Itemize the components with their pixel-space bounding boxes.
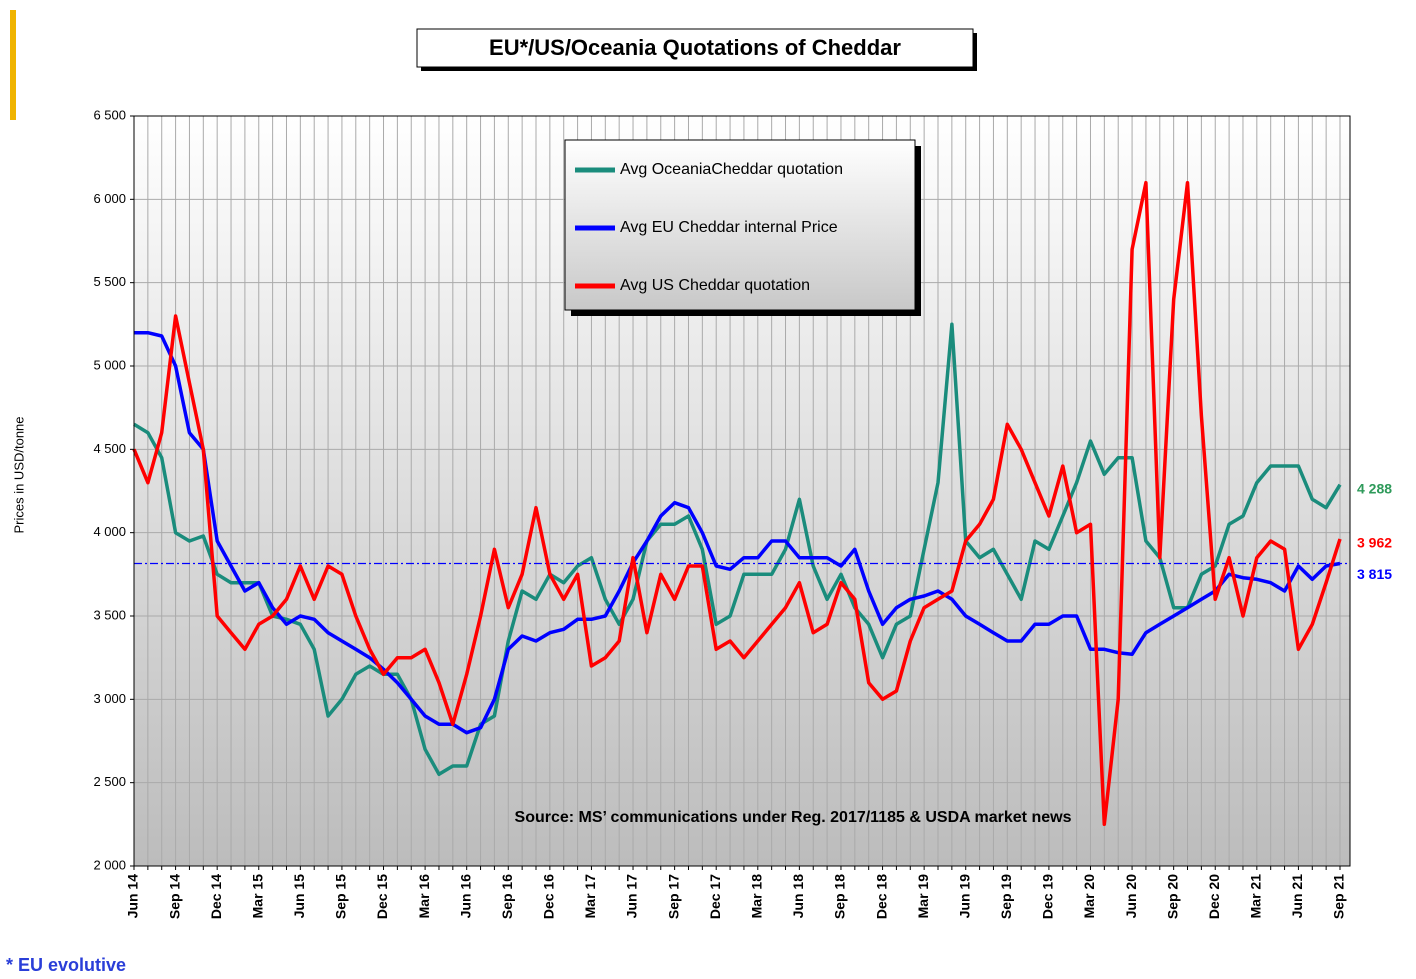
x-tick-label: Dec 18 [873,874,889,919]
y-tick-label: 3 000 [93,691,126,706]
title-box [416,28,974,68]
y-tick-label: 5 000 [93,357,126,372]
x-tick-label: Sep 18 [832,874,848,919]
x-tick-label: Dec 14 [208,874,224,919]
y-tick-label: 5 500 [93,274,126,289]
x-tick-label: Jun 18 [790,874,806,919]
accent-bar [10,10,16,120]
x-tick-label: Mar 21 [1248,874,1264,919]
y-tick-label: 3 500 [93,607,126,622]
x-tick-label: Mar 20 [1081,874,1097,919]
x-tick-label: Jun 17 [624,874,640,919]
series-line [133,322,1342,777]
legend-label: Avg EU Cheddar internal Price [620,219,838,236]
plot-border [133,115,1351,867]
end-label: 3 815 [1357,566,1392,582]
legend [564,139,916,311]
x-tick-label: Mar 16 [416,874,432,919]
legend-label: Avg US Cheddar quotation [620,277,810,294]
y-axis-label: Prices in USD/tonne [11,416,26,533]
x-tick-label: Jun 20 [1123,874,1139,919]
series-line [134,330,1341,735]
x-tick-label: Dec 19 [1040,874,1056,919]
y-tick-label: 4 000 [93,524,126,539]
x-tick-label: Jun 21 [1289,874,1305,919]
x-tick-label: Sep 19 [998,874,1014,919]
x-tick-label: Dec 17 [707,874,723,919]
x-tick-label: Mar 19 [915,874,931,919]
x-tick-label: Mar 18 [748,874,764,919]
legend-label: Avg OceaniaCheddar quotation [620,161,843,178]
x-tick-label: Sep 17 [665,874,681,919]
x-tick-label: Dec 20 [1206,874,1222,919]
source-note: Source: MS’ communications under Reg. 20… [515,809,1072,826]
x-tick-label: Mar 15 [249,874,265,919]
x-tick-label: Jun 19 [956,874,972,919]
y-tick-label: 2 000 [93,857,126,872]
x-tick-label: Sep 14 [166,874,182,919]
y-tick-label: 2 500 [93,774,126,789]
x-tick-label: Mar 17 [582,874,598,919]
y-tick-label: 6 000 [93,191,126,206]
x-tick-label: Sep 20 [1164,874,1180,919]
x-tick-label: Jun 15 [291,874,307,919]
chart-title: EU*/US/Oceania Quotations of Cheddar [489,35,901,60]
end-label: 4 288 [1357,480,1392,496]
footnote: * EU evolutive [6,955,126,975]
x-tick-label: Dec 16 [541,874,557,919]
y-tick-label: 6 500 [93,107,126,122]
x-tick-label: Sep 16 [499,874,515,919]
series-line [132,180,1342,827]
x-tick-label: Sep 21 [1331,874,1347,919]
x-tick-label: Dec 15 [374,874,390,919]
x-tick-label: Sep 15 [333,874,349,919]
x-tick-label: Jun 16 [457,874,473,919]
x-tick-label: Jun 14 [125,874,141,919]
end-label: 3 962 [1357,535,1392,551]
y-tick-label: 4 500 [93,441,126,456]
